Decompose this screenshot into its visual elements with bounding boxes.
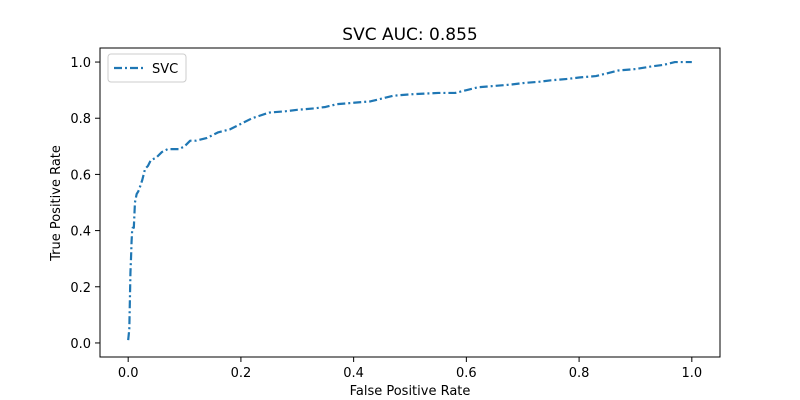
y-tick-label: 0.6 <box>70 168 91 183</box>
plot-frame <box>99 47 721 358</box>
y-axis: 0.0 0.2 0.4 0.6 0.8 1.0 <box>70 56 100 352</box>
x-tick-label: 0.8 <box>569 366 590 381</box>
y-tick-label: 0.2 <box>70 281 91 296</box>
x-axis-label: False Positive Rate <box>350 384 471 399</box>
x-tick-label: 0.4 <box>343 366 364 381</box>
x-tick-label: 0.6 <box>456 366 477 381</box>
legend-label-svc: SVC <box>152 62 178 77</box>
legend-box <box>107 53 187 83</box>
x-tick-label: 0.2 <box>231 366 252 381</box>
y-tick-label: 0.8 <box>70 112 91 127</box>
x-tick-label: 0.0 <box>118 366 139 381</box>
chart-title: SVC AUC: 0.855 <box>342 25 477 45</box>
y-tick-label: 0.4 <box>70 225 91 240</box>
y-tick-label: 1.0 <box>70 56 91 71</box>
x-axis: 0.0 0.2 0.4 0.6 0.8 1.0 <box>118 357 702 381</box>
plot-area <box>99 47 721 358</box>
y-axis-label: True Positive Rate <box>49 145 64 262</box>
series-line-svc <box>127 60 692 341</box>
legend: SVC <box>107 53 187 83</box>
x-tick-label: 1.0 <box>681 366 702 381</box>
y-tick-label: 0.0 <box>70 337 91 352</box>
